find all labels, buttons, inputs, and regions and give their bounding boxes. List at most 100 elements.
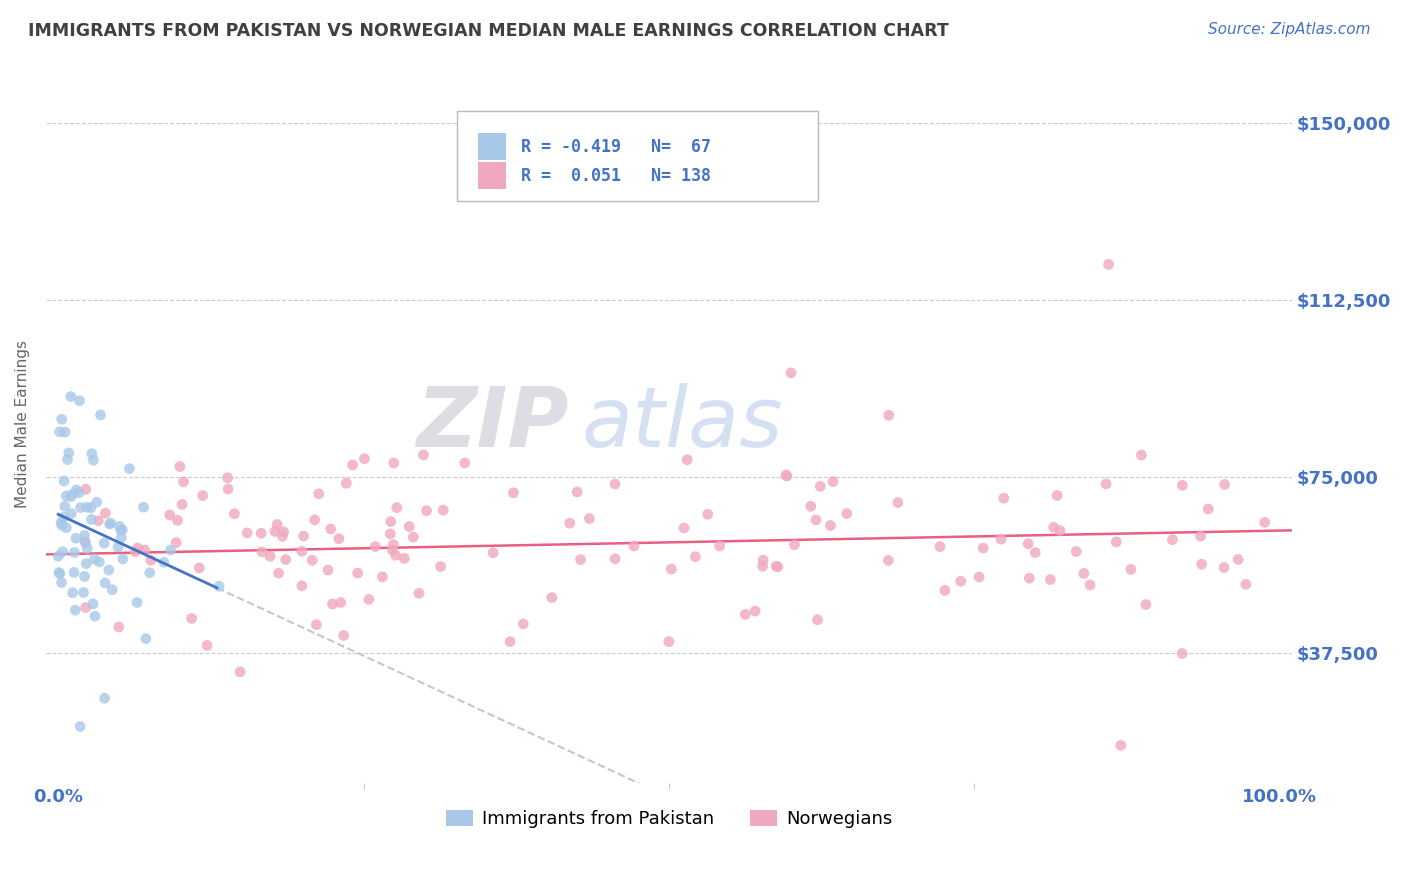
Point <box>603 477 626 491</box>
Point <box>696 508 718 522</box>
Point <box>76 500 98 515</box>
Point <box>676 452 699 467</box>
Point <box>605 551 627 566</box>
Point <box>72 585 94 599</box>
FancyBboxPatch shape <box>478 161 506 189</box>
Point <box>80 447 103 461</box>
Point <box>806 613 828 627</box>
Point <box>1078 578 1101 592</box>
Point <box>1135 598 1157 612</box>
Point <box>49 566 72 581</box>
Point <box>877 409 900 423</box>
Point <box>1073 566 1095 581</box>
Point <box>75 600 97 615</box>
Point <box>429 559 451 574</box>
Point <box>89 555 111 569</box>
Point <box>86 495 108 509</box>
Point <box>250 545 273 559</box>
Point <box>776 469 799 483</box>
Point <box>454 456 477 470</box>
Point <box>578 511 600 525</box>
Point <box>208 579 231 593</box>
Point <box>993 491 1015 506</box>
Point <box>808 479 831 493</box>
Point <box>97 563 120 577</box>
Point <box>304 513 326 527</box>
Point <box>55 521 77 535</box>
Point <box>744 604 766 618</box>
Point <box>381 542 404 557</box>
Point <box>385 500 408 515</box>
Point <box>127 541 149 555</box>
Point <box>259 549 281 564</box>
Point <box>709 539 731 553</box>
Point <box>1024 545 1046 559</box>
Point <box>159 543 181 558</box>
Point <box>271 529 294 543</box>
Point <box>172 475 194 489</box>
Point <box>329 595 352 609</box>
Point <box>224 507 246 521</box>
Point <box>364 540 387 554</box>
Point <box>195 639 218 653</box>
Point <box>308 487 330 501</box>
Point <box>159 508 181 522</box>
Point <box>59 390 82 404</box>
Point <box>934 583 956 598</box>
Point <box>60 487 83 501</box>
Point <box>75 534 97 549</box>
Point <box>93 536 115 550</box>
Point <box>56 452 79 467</box>
Point <box>402 530 425 544</box>
Point <box>301 553 323 567</box>
Point <box>328 532 350 546</box>
Point <box>266 517 288 532</box>
Text: R = -0.419   N=  67: R = -0.419 N= 67 <box>520 137 710 156</box>
Point <box>292 529 315 543</box>
Point <box>267 566 290 581</box>
Point <box>783 538 806 552</box>
Point <box>967 570 990 584</box>
Point <box>1130 448 1153 462</box>
Point <box>236 525 259 540</box>
Point <box>134 543 156 558</box>
Point <box>1039 573 1062 587</box>
Point <box>949 574 972 589</box>
Point <box>821 475 844 489</box>
Point <box>75 535 97 549</box>
Point <box>415 504 437 518</box>
Point <box>100 516 122 530</box>
Point <box>94 576 117 591</box>
Point <box>94 506 117 520</box>
Point <box>169 459 191 474</box>
Point <box>332 628 354 642</box>
Point <box>63 566 86 580</box>
Text: R =  0.051   N= 138: R = 0.051 N= 138 <box>520 167 710 185</box>
Point <box>101 582 124 597</box>
Point <box>217 482 239 496</box>
Point <box>658 634 681 648</box>
Point <box>804 513 827 527</box>
Point <box>929 540 952 554</box>
Point <box>382 456 405 470</box>
Point <box>48 566 70 580</box>
Point <box>170 498 193 512</box>
Point <box>1017 537 1039 551</box>
Point <box>751 559 773 574</box>
Point <box>75 557 97 571</box>
Point <box>1189 529 1212 543</box>
Point <box>316 563 339 577</box>
Point <box>82 597 104 611</box>
Point <box>263 524 285 539</box>
Point <box>291 544 314 558</box>
Point <box>63 545 86 559</box>
Point <box>111 552 134 566</box>
Point <box>1105 535 1128 549</box>
Point <box>661 562 683 576</box>
Point <box>82 453 104 467</box>
Point <box>357 592 380 607</box>
Point <box>887 495 910 509</box>
Point <box>565 485 588 500</box>
Point <box>55 489 77 503</box>
Point <box>685 549 707 564</box>
